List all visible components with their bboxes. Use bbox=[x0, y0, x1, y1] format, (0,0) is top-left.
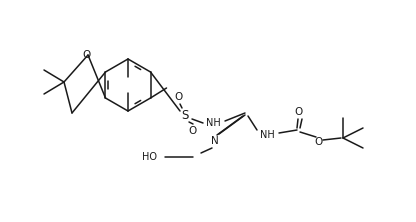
Text: NH: NH bbox=[260, 130, 275, 140]
Text: O: O bbox=[315, 137, 323, 147]
Text: O: O bbox=[295, 107, 303, 117]
Text: S: S bbox=[181, 109, 189, 121]
Text: NH: NH bbox=[206, 118, 220, 128]
Text: O: O bbox=[83, 50, 91, 60]
Text: O: O bbox=[175, 92, 183, 102]
Text: HO: HO bbox=[142, 152, 157, 162]
Text: N: N bbox=[211, 136, 219, 146]
Text: O: O bbox=[189, 126, 197, 136]
